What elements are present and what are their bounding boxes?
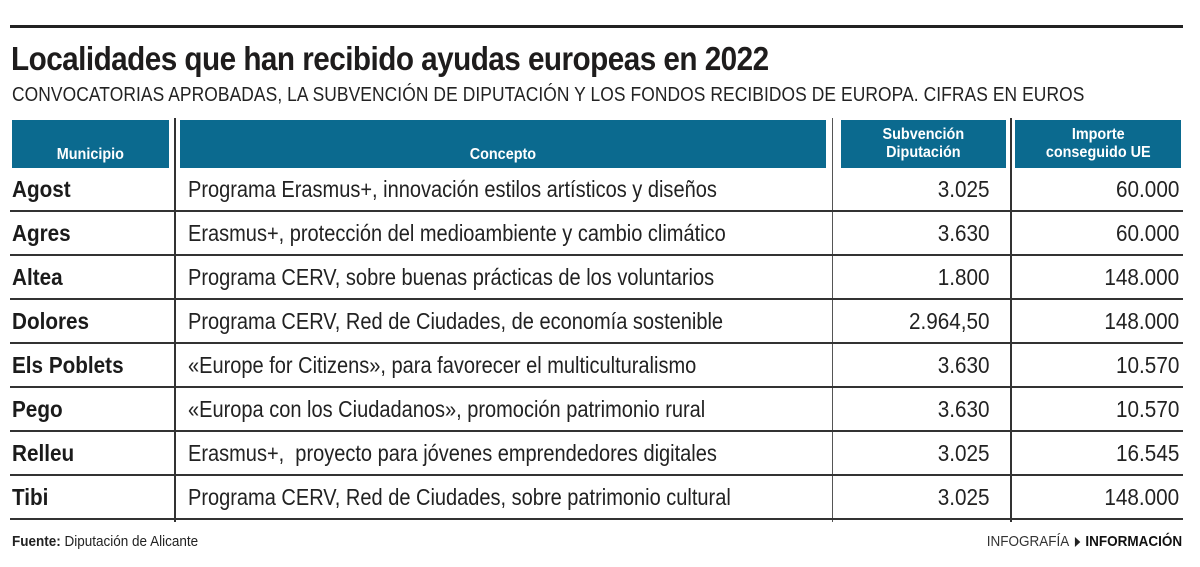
cell-importe: 16.545 bbox=[1115, 439, 1179, 466]
cell-importe: 60.000 bbox=[1115, 175, 1179, 202]
cell-municipio: Agost bbox=[12, 175, 71, 202]
cell-importe: 148.000 bbox=[1104, 483, 1179, 510]
cell-municipio: Pego bbox=[12, 395, 63, 422]
cell-concepto: Programa CERV, Red de Ciudades, de econo… bbox=[188, 307, 724, 334]
column-divider bbox=[832, 118, 833, 522]
cell-concepto: Programa CERV, Red de Ciudades, sobre pa… bbox=[188, 483, 731, 510]
credit-prefix: INFOGRAFÍA bbox=[986, 533, 1070, 550]
cell-municipio: Altea bbox=[12, 263, 63, 290]
column-header-subvencion: Subvención Diputación bbox=[841, 120, 1006, 168]
top-rule bbox=[10, 25, 1183, 28]
source-note: Fuente: Diputación de Alicante bbox=[12, 533, 198, 550]
cell-concepto: «Europa con los Ciudadanos», promoción p… bbox=[188, 395, 706, 422]
table-row: Altea Programa CERV, sobre buenas prácti… bbox=[10, 256, 1183, 300]
table-row: Agost Programa Erasmus+, innovación esti… bbox=[10, 168, 1183, 212]
cell-concepto: «Europe for Citizens», para favorecer el… bbox=[188, 351, 697, 378]
cell-subvencion: 3.025 bbox=[938, 439, 990, 466]
cell-subvencion: 3.630 bbox=[938, 351, 990, 378]
column-header-label: Municipio bbox=[56, 146, 125, 163]
credit-brand: INFORMACIÓN bbox=[1085, 533, 1182, 550]
table-row: Dolores Programa CERV, Red de Ciudades, … bbox=[10, 300, 1183, 344]
column-divider bbox=[174, 118, 176, 522]
cell-importe: 10.570 bbox=[1115, 351, 1179, 378]
table-body: Agost Programa Erasmus+, innovación esti… bbox=[10, 168, 1183, 520]
cell-importe: 148.000 bbox=[1104, 263, 1179, 290]
cell-importe: 60.000 bbox=[1115, 219, 1179, 246]
column-header-label: Subvención bbox=[882, 126, 965, 143]
column-header-importe: Importe conseguido UE bbox=[1015, 120, 1181, 168]
data-table: Municipio Concepto Subvención Diputación… bbox=[10, 118, 1183, 522]
page-subtitle: CONVOCATORIAS APROBADAS, LA SUBVENCIÓN D… bbox=[12, 84, 1085, 106]
cell-municipio: Tibi bbox=[12, 483, 49, 510]
page-title: Localidades que han recibido ayudas euro… bbox=[11, 40, 769, 77]
cell-subvencion: 3.630 bbox=[938, 219, 990, 246]
column-header-label: Importe bbox=[1071, 126, 1125, 143]
cell-concepto: Programa CERV, sobre buenas prácticas de… bbox=[188, 263, 715, 290]
column-header-municipio: Municipio bbox=[12, 120, 169, 168]
column-header-concepto: Concepto bbox=[180, 120, 826, 168]
cell-municipio: Agres bbox=[12, 219, 71, 246]
cell-municipio: Relleu bbox=[12, 439, 75, 466]
credit-line: INFOGRAFÍA INFORMACIÓN bbox=[987, 533, 1182, 550]
source-label: Fuente: bbox=[12, 533, 61, 550]
cell-subvencion: 3.630 bbox=[938, 395, 990, 422]
cell-municipio: Dolores bbox=[12, 307, 90, 334]
column-header-label: Concepto bbox=[469, 146, 537, 163]
cell-subvencion: 3.025 bbox=[938, 483, 990, 510]
cell-subvencion: 2.964,50 bbox=[909, 307, 990, 334]
triangle-right-icon bbox=[1074, 536, 1080, 547]
cell-concepto: Erasmus+, proyecto para jóvenes emprende… bbox=[188, 439, 717, 466]
cell-concepto: Erasmus+, protección del medioambiente y… bbox=[188, 219, 726, 246]
source-value: Diputación de Alicante bbox=[60, 533, 199, 550]
table-row: Els Poblets «Europe for Citizens», para … bbox=[10, 344, 1183, 388]
cell-subvencion: 3.025 bbox=[938, 175, 990, 202]
table-row: Relleu Erasmus+, proyecto para jóvenes e… bbox=[10, 432, 1183, 476]
table-row: Tibi Programa CERV, Red de Ciudades, sob… bbox=[10, 476, 1183, 520]
cell-subvencion: 1.800 bbox=[938, 263, 990, 290]
cell-importe: 148.000 bbox=[1104, 307, 1179, 334]
cell-municipio: Els Poblets bbox=[12, 351, 124, 378]
column-divider bbox=[1010, 118, 1012, 522]
column-header-label: Diputación bbox=[886, 144, 961, 161]
cell-concepto: Programa Erasmus+, innovación estilos ar… bbox=[188, 175, 717, 202]
cell-importe: 10.570 bbox=[1115, 395, 1179, 422]
table-header: Municipio Concepto Subvención Diputación… bbox=[10, 118, 1183, 168]
table-row: Pego «Europa con los Ciudadanos», promoc… bbox=[10, 388, 1183, 432]
column-header-label: conseguido UE bbox=[1045, 144, 1151, 161]
table-row: Agres Erasmus+, protección del medioambi… bbox=[10, 212, 1183, 256]
